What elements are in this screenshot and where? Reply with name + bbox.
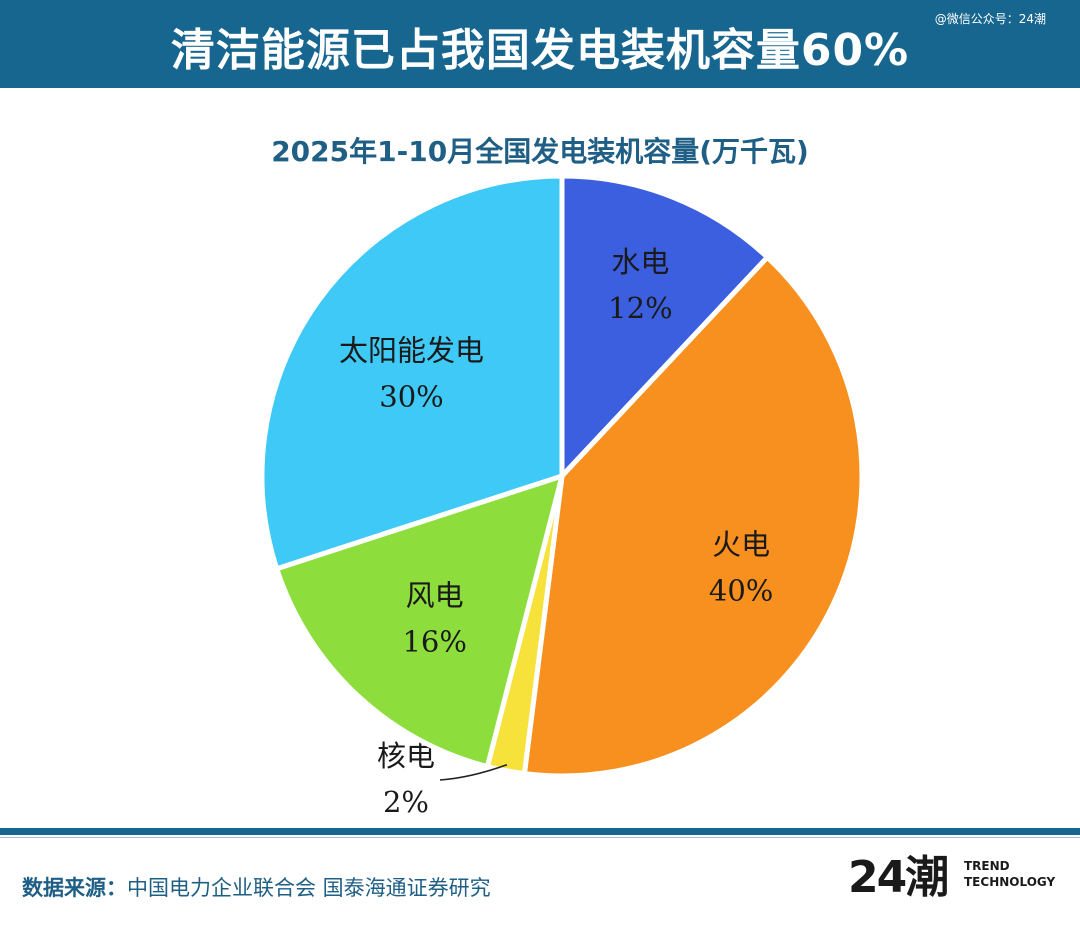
brand-logo: 24潮 TREND TECHNOLOGY bbox=[848, 848, 1058, 908]
data-source-label: 数据来源： bbox=[22, 876, 127, 900]
data-source: 数据来源：中国电力企业联合会 国泰海通证券研究 bbox=[22, 872, 491, 902]
chart-title: 2025年1-10月全国发电装机容量(万千瓦) bbox=[271, 135, 809, 168]
logo-line-trend: TREND bbox=[964, 859, 1010, 873]
watermark-text: @微信公众号：24潮 bbox=[934, 12, 1046, 26]
pie-slice-4 bbox=[259, 173, 565, 572]
leader-line-nuclear bbox=[439, 764, 508, 781]
slice-name-label: 风电 bbox=[406, 579, 464, 613]
slice-percent-label: 40% bbox=[709, 573, 773, 607]
slice-name-label: 太阳能发电 bbox=[339, 334, 484, 368]
title-banner: 清洁能源已占我国发电装机容量60% @微信公众号：24潮 bbox=[0, 0, 1080, 88]
slice-name-label: 火电 bbox=[712, 527, 770, 561]
slice-percent-label: 30% bbox=[379, 380, 443, 414]
pie-slice-3 bbox=[274, 473, 565, 770]
logo-wordmark: TREND TECHNOLOGY bbox=[964, 858, 1055, 890]
logo-line-technology: TECHNOLOGY bbox=[964, 875, 1056, 889]
logo-mark: 24潮 bbox=[848, 852, 949, 903]
data-source-text: 中国电力企业联合会 国泰海通证券研究 bbox=[127, 876, 491, 900]
pie-slice-0 bbox=[559, 173, 770, 479]
slice-percent-label: 2% bbox=[383, 785, 429, 819]
slice-name-label: 水电 bbox=[611, 245, 669, 279]
page-title: 清洁能源已占我国发电装机容量60% bbox=[170, 25, 910, 76]
footer-divider bbox=[0, 828, 1080, 835]
slice-percent-label: 16% bbox=[402, 625, 466, 659]
pie-slice-1 bbox=[521, 254, 865, 779]
slice-percent-label: 12% bbox=[608, 291, 672, 325]
footer-divider-thin bbox=[0, 837, 1080, 838]
